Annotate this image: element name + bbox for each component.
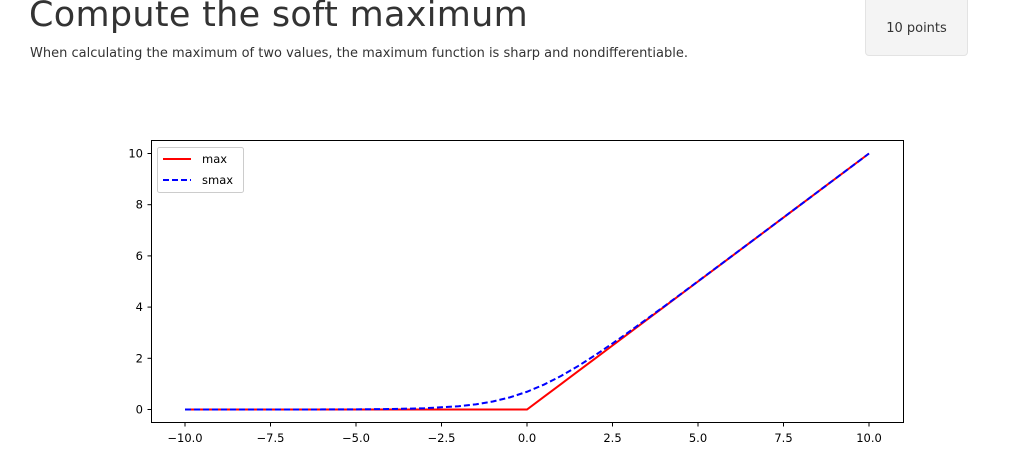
- x-tick-label: 2.5: [603, 431, 621, 445]
- plot-lines: [184, 152, 870, 411]
- y-tick-label: 6: [136, 249, 143, 263]
- series-max-line: [185, 152, 870, 411]
- x-tick-label: −2.5: [428, 431, 456, 445]
- y-tick-label: 10: [128, 147, 143, 161]
- y-tick-label: 4: [136, 300, 143, 314]
- points-label: 10 points: [886, 20, 947, 36]
- points-badge: 10 points: [865, 0, 968, 56]
- x-tick-label: 10.0: [856, 431, 882, 445]
- y-tick-label: 8: [136, 198, 143, 212]
- page-description: When calculating the maximum of two valu…: [30, 46, 688, 61]
- axes-frame: [151, 140, 904, 423]
- x-tick-label: −10.0: [167, 431, 202, 445]
- x-tick-label: −5.0: [342, 431, 370, 445]
- x-tick-label: 5.0: [689, 431, 707, 445]
- page-title: Compute the soft maximum: [29, 0, 529, 35]
- x-tick-label: −7.5: [257, 431, 285, 445]
- y-axis-ticks: 0 2 4 6 8 10: [128, 147, 152, 417]
- y-tick-label: 0: [136, 403, 143, 417]
- legend-max-label: max: [202, 152, 227, 166]
- legend-smax-label: smax: [202, 173, 233, 187]
- x-tick-label: 7.5: [774, 431, 792, 445]
- legend: max smax: [157, 147, 244, 193]
- x-axis-ticks: −10.0 −7.5 −5.0 −2.5 0.0 2.5 5.0 7.5 10.0: [167, 422, 882, 445]
- series-smax-line: [184, 152, 870, 411]
- y-tick-label: 2: [136, 351, 143, 365]
- x-tick-label: 0.0: [518, 431, 536, 445]
